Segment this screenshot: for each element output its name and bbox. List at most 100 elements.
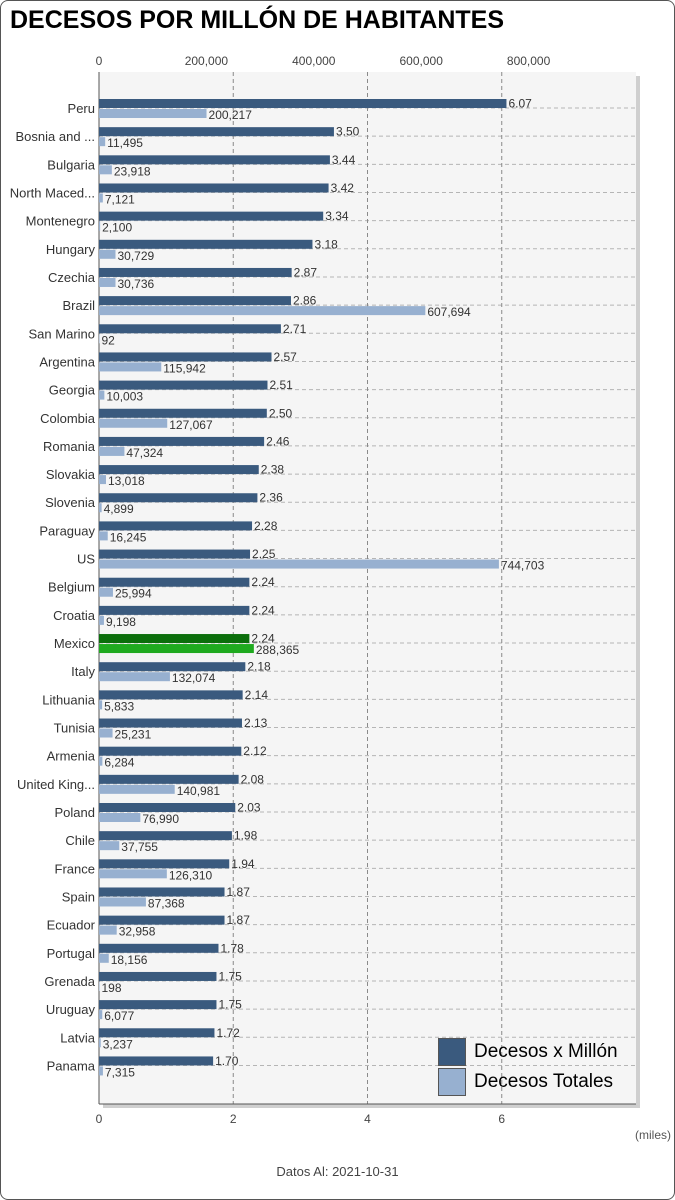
bar-total <box>99 1066 103 1076</box>
bar-per-million <box>99 1028 215 1038</box>
bar-per-million <box>99 943 219 953</box>
bar-label-per-million: 1.94 <box>231 857 255 871</box>
category-label: Panama <box>47 1058 96 1073</box>
bar-total <box>99 137 106 147</box>
bar-total <box>99 756 103 766</box>
category-label: Armenia <box>47 749 96 764</box>
category-label: Colombia <box>40 411 96 426</box>
bar-per-million <box>99 380 268 390</box>
bar-label-total: 25,994 <box>115 587 152 601</box>
category-label: Bosnia and ... <box>16 129 96 144</box>
bar-total <box>99 165 112 175</box>
bar-total <box>99 784 175 794</box>
category-label: Slovakia <box>46 467 96 482</box>
bar-per-million <box>99 408 267 418</box>
bar-label-total: 92 <box>102 333 116 347</box>
bar-total <box>99 249 116 259</box>
bar-label-per-million: 1.70 <box>215 1054 239 1068</box>
bar-total <box>99 700 103 710</box>
bar-total <box>99 503 102 513</box>
bar-label-per-million: 3.50 <box>336 125 360 139</box>
legend-item-total: Decesos Totales <box>438 1068 618 1096</box>
bar-total <box>99 897 146 907</box>
bar-label-total: 127,067 <box>169 418 213 432</box>
bar-label-total: 3,237 <box>103 1037 133 1051</box>
bar-label-total: 25,231 <box>115 728 152 742</box>
bar-per-million <box>99 1000 217 1010</box>
bar-label-per-million: 2.46 <box>266 434 290 448</box>
bar-label-per-million: 3.42 <box>331 181 355 195</box>
bar-total <box>99 446 125 456</box>
bar-per-million <box>99 493 258 503</box>
bar-per-million <box>99 662 246 672</box>
bar-per-million <box>99 549 251 559</box>
bar-label-total: 140,981 <box>177 784 221 798</box>
bar-label-per-million: 2.87 <box>294 265 318 279</box>
bar-total <box>99 1010 103 1020</box>
bar-total <box>99 615 104 625</box>
bar-total <box>99 644 254 654</box>
bar-per-million <box>99 718 242 728</box>
bar-per-million <box>99 887 225 897</box>
category-label: Spain <box>62 889 95 904</box>
bar-per-million <box>99 183 329 193</box>
category-label: Paraguay <box>39 523 95 538</box>
bar-total <box>99 587 113 597</box>
bar-label-total: 13,018 <box>108 474 145 488</box>
category-label: Portugal <box>47 946 96 961</box>
legend-item-per-million: Decesos x Millón <box>438 1038 618 1066</box>
bottom-axis-tick-label: 6 <box>498 1112 505 1126</box>
bar-total <box>99 362 162 372</box>
bar-label-total: 7,121 <box>105 192 135 206</box>
bar-label-per-million: 2.51 <box>269 378 293 392</box>
bottom-axis-tick-label: 4 <box>364 1112 371 1126</box>
bar-label-per-million: 2.28 <box>254 519 278 533</box>
bar-total <box>99 277 116 287</box>
legend-label-total: Decesos Totales <box>474 1071 614 1092</box>
category-label: Uruguay <box>46 1002 96 1017</box>
bar-total <box>99 221 101 231</box>
bar-per-million <box>99 577 250 587</box>
category-label: Ecuador <box>47 918 96 933</box>
category-label: Lithuania <box>42 692 96 707</box>
bar-label-per-million: 2.86 <box>293 294 317 308</box>
legend: Decesos x Millón Decesos Totales <box>438 1038 618 1098</box>
bar-label-total: 5,833 <box>104 699 134 713</box>
bar-label-total: 607,694 <box>427 305 471 319</box>
footer: Datos Al: 2021-10-31 <box>0 1164 675 1179</box>
footer-label: Datos Al: <box>276 1164 329 1179</box>
bar-label-total: 7,315 <box>105 1065 135 1079</box>
bar-per-million <box>99 211 324 221</box>
category-label: Bulgaria <box>47 157 95 172</box>
bar-label-per-million: 2.18 <box>247 660 271 674</box>
bar-label-per-million: 2.25 <box>252 547 276 561</box>
category-label: Croatia <box>53 608 96 623</box>
bar-label-per-million: 2.24 <box>251 632 275 646</box>
bottom-axis-tick-label: 2 <box>230 1112 237 1126</box>
bar-label-total: 18,156 <box>111 953 148 967</box>
category-label: San Marino <box>29 326 95 341</box>
bar-per-million <box>99 352 272 362</box>
bar-label-per-million: 1.78 <box>220 941 244 955</box>
bar-label-per-million: 2.38 <box>261 463 285 477</box>
bar-total <box>99 193 103 203</box>
bar-label-total: 744,703 <box>501 559 545 573</box>
top-axis-tick-label: 400,000 <box>292 54 336 68</box>
category-label: US <box>77 552 95 567</box>
bar-total <box>99 418 168 428</box>
bar-per-million <box>99 971 217 981</box>
bar-label-per-million: 2.24 <box>251 603 275 617</box>
category-label: Georgia <box>49 383 96 398</box>
bar-per-million <box>99 267 292 277</box>
bar-label-total: 32,958 <box>119 925 156 939</box>
bar-label-per-million: 2.71 <box>283 322 307 336</box>
bar-per-million <box>99 690 243 700</box>
top-axis-tick-label: 0 <box>96 54 103 68</box>
bar-per-million <box>99 831 232 841</box>
bar-label-per-million: 2.50 <box>269 406 293 420</box>
bar-label-per-million: 1.87 <box>227 885 251 899</box>
bar-total <box>99 390 105 400</box>
bar-per-million <box>99 634 250 644</box>
category-label: Romania <box>43 439 96 454</box>
bar-label-total: 16,245 <box>110 530 147 544</box>
